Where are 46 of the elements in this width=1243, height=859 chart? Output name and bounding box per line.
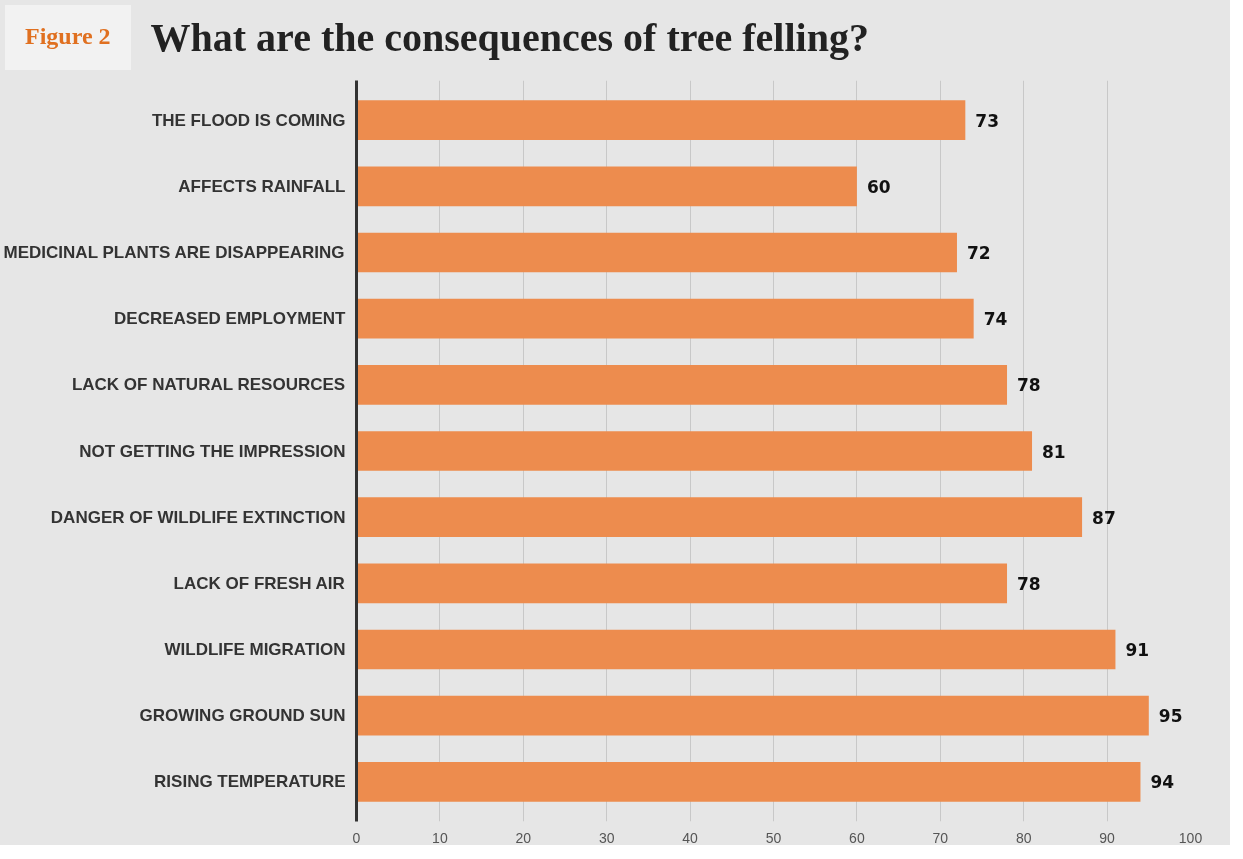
bar <box>356 695 1149 736</box>
bar <box>356 100 966 141</box>
x-tick-label: 60 <box>849 829 865 846</box>
bar <box>356 232 957 273</box>
chart-title: What are the consequences of tree felling? <box>150 14 869 62</box>
x-tick-label: 30 <box>598 829 615 846</box>
data-label: 72 <box>966 243 991 264</box>
x-tick-label: 80 <box>1015 829 1032 846</box>
bar <box>356 497 1083 538</box>
y-tick-label: AFFECTS RAINFALL <box>178 177 346 196</box>
caption: Figure 2 <box>25 22 111 51</box>
data-label: 87 <box>1092 507 1116 528</box>
x-tick-label: 90 <box>1099 829 1116 846</box>
y-tick-label: DECREASED EMPLOYMENT <box>114 309 347 329</box>
x-tick-label: 100 <box>1178 829 1203 846</box>
x-tick-label: 40 <box>682 829 699 846</box>
x-tick-label: 70 <box>932 829 949 846</box>
data-label: 95 <box>1158 706 1183 727</box>
y-tick-label: DANGER OF WILDLIFE EXTINCTION <box>50 507 346 527</box>
bar <box>356 365 1008 405</box>
x-tick-label: 10 <box>432 829 448 846</box>
data-label: 74 <box>983 309 1008 330</box>
x-tick-label: 50 <box>765 829 782 846</box>
y-tick-label: LACK OF NATURAL RESOURCES <box>71 375 346 395</box>
y-tick-label: GROWING GROUND SUN <box>139 706 346 726</box>
x-tick-label: 20 <box>515 829 532 846</box>
y-tick-label: THE FLOOD IS COMING <box>151 110 346 130</box>
bar <box>356 629 1116 670</box>
bar <box>356 431 1033 471</box>
data-label: 60 <box>866 177 891 197</box>
data-label: 78 <box>1017 573 1041 594</box>
data-label: 94 <box>1150 772 1175 793</box>
y-tick-label: LACK OF FRESH AIR <box>173 573 345 593</box>
bar <box>356 298 974 339</box>
bar <box>356 166 857 207</box>
y-tick-label: NOT GETTING THE IMPRESSION <box>79 441 346 461</box>
data-label: 73 <box>975 110 999 131</box>
data-label: 78 <box>1017 375 1041 396</box>
bar <box>356 762 1141 802</box>
data-label: 81 <box>1042 441 1066 462</box>
x-tick-label: 0 <box>352 829 361 846</box>
y-tick-label: WILDLIFE MIGRATION <box>164 640 346 660</box>
bar <box>356 563 1008 604</box>
y-tick-label: RISING TEMPERATURE <box>154 772 346 792</box>
data-label: 91 <box>1125 640 1150 661</box>
y-tick-label: MEDICINAL PLANTS ARE DISAPPEARING <box>3 243 345 263</box>
